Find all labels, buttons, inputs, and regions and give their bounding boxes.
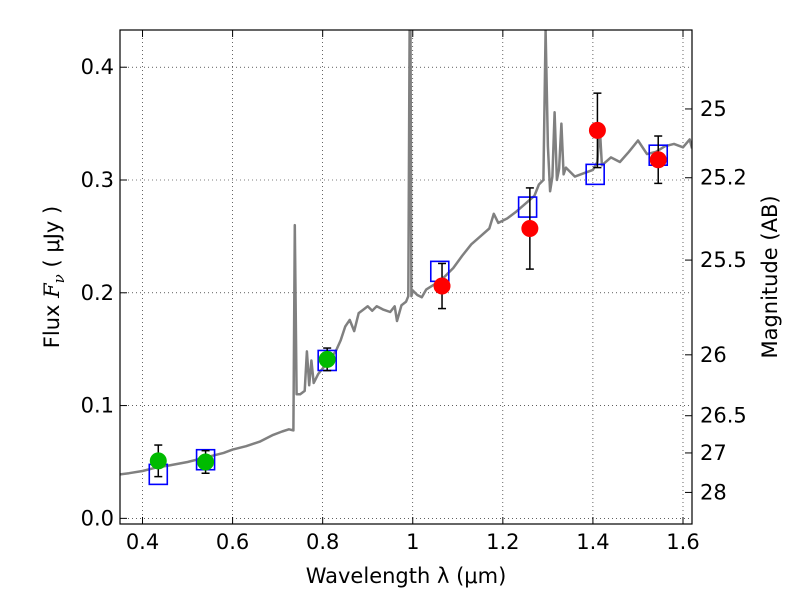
y-axis-title-subscript: ν	[50, 274, 68, 283]
observed-point	[149, 452, 167, 470]
observed-point	[318, 350, 336, 368]
y2-tick-label: 26.5	[700, 404, 747, 428]
model-square-marker	[585, 163, 605, 186]
x-tick-label: 1	[406, 530, 419, 554]
y-tick-label: 0.0	[81, 506, 114, 530]
x-axis-title: Wavelength λ (μm)	[306, 564, 507, 588]
tick-labels: 0.4 0.6 0.8 1 1.2 1.4 1.6 0.0 0.1 0.2 0.3 0.4 25 25.2…	[81, 55, 747, 554]
y2-tick-label: 25.2	[700, 166, 747, 190]
y2-tick-label: 25	[700, 97, 727, 121]
y-axis-title-unit: ( μJy )	[40, 206, 64, 274]
observed-point	[588, 121, 606, 139]
y-axis-title-prefix: Flux	[40, 298, 64, 348]
x-tick-label: 1.6	[666, 530, 699, 554]
y2-tick-label: 26	[700, 343, 727, 367]
observed-point	[649, 151, 667, 169]
y-axis-title-symbol: F	[40, 282, 64, 299]
y-tick-label: 0.4	[81, 55, 114, 79]
y-tick-label: 0.2	[81, 281, 114, 305]
y-tick-label: 0.3	[81, 168, 114, 192]
x-tick-label: 0.8	[306, 530, 339, 554]
plot-frame	[119, 29, 693, 525]
observed-point	[197, 453, 215, 471]
y2-tick-label: 28	[700, 480, 727, 504]
markers	[148, 92, 669, 486]
x-tick-label: 0.6	[216, 530, 249, 554]
ticks	[120, 30, 692, 524]
y2-tick-label: 27	[700, 441, 727, 465]
spectrum-layer	[120, 30, 692, 476]
x-tick-label: 1.4	[576, 530, 609, 554]
grid	[120, 30, 692, 524]
y2-tick-label: 25.5	[700, 248, 747, 272]
y-tick-label: 0.1	[81, 394, 114, 418]
x-tick-label: 0.4	[126, 530, 159, 554]
observed-point	[521, 220, 539, 238]
x-tick-label: 1.2	[486, 530, 519, 554]
y-axis-title: Flux Fν ( μJy )	[40, 206, 68, 348]
spectrum-line	[120, 30, 692, 476]
y2-axis-title: Magnitude (AB)	[758, 195, 782, 358]
model-square-marker	[517, 196, 538, 218]
observed-point	[433, 277, 451, 295]
